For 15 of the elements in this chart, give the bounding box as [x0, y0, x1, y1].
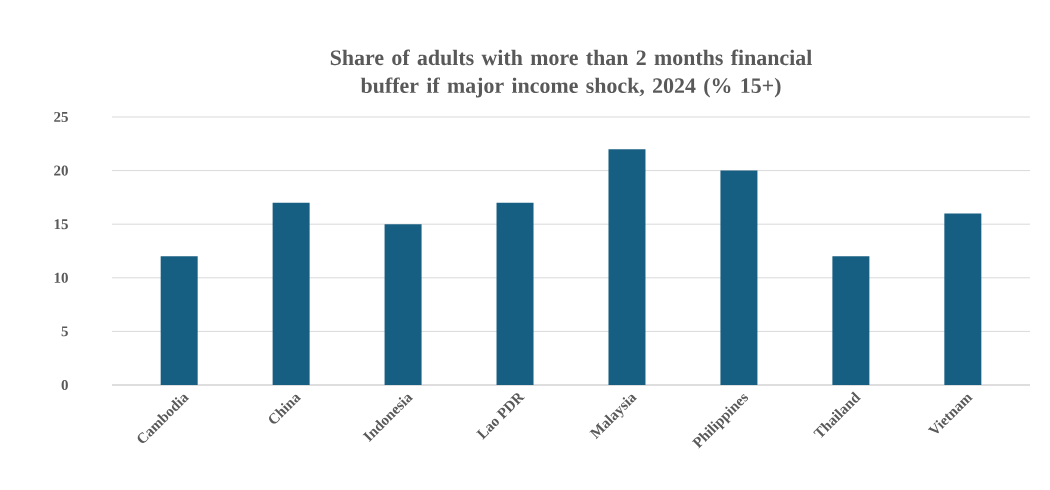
- bar: [944, 213, 982, 385]
- bar: [720, 170, 758, 385]
- bar: [384, 224, 422, 385]
- y-tick-label: 25: [54, 111, 68, 123]
- bar: [608, 149, 646, 385]
- y-tick-label: 15: [54, 219, 68, 230]
- y-tick-label: 5: [61, 326, 68, 337]
- y-tick-label: 20: [54, 165, 68, 176]
- bar: [832, 256, 870, 385]
- bar: [272, 202, 310, 385]
- y-tick-label: 0: [61, 379, 68, 391]
- bar: [160, 256, 198, 385]
- y-tick-label: 10: [54, 272, 68, 283]
- chart-title: Share of adults with more than 2 months financial buffer if major income shock, 2024 (% 15+): [330, 49, 812, 98]
- bar: [496, 202, 534, 385]
